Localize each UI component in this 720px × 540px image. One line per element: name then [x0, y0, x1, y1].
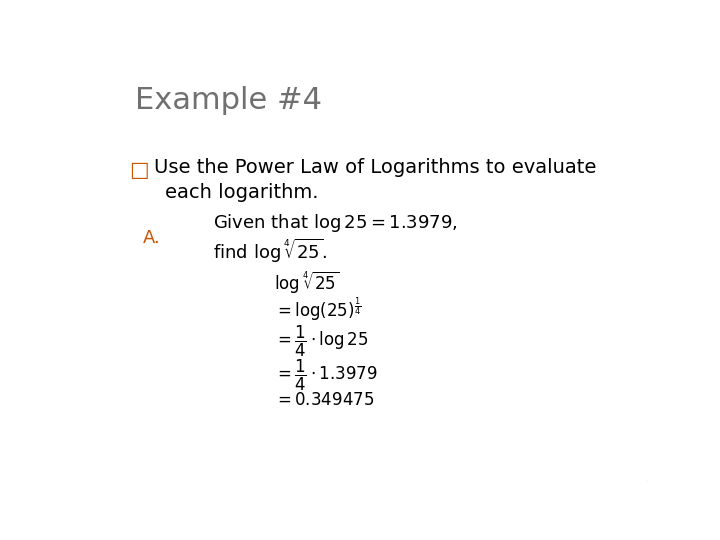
Text: $= \dfrac{1}{4} \cdot 1.3979$: $= \dfrac{1}{4} \cdot 1.3979$	[274, 358, 378, 393]
Text: each logarithm.: each logarithm.	[166, 183, 319, 202]
Text: Use the Power Law of Logarithms to evaluate: Use the Power Law of Logarithms to evalu…	[154, 158, 597, 177]
Text: $\log \sqrt[4]{25}$: $\log \sqrt[4]{25}$	[274, 268, 340, 294]
FancyBboxPatch shape	[87, 63, 651, 483]
Text: A.: A.	[143, 229, 161, 247]
Text: $= \dfrac{1}{4} \cdot \log 25$: $= \dfrac{1}{4} \cdot \log 25$	[274, 323, 369, 359]
Text: $\mathrm{Given\ that\ } \log 25 = 1.3979,$: $\mathrm{Given\ that\ } \log 25 = 1.3979…	[213, 212, 457, 234]
Text: Example #4: Example #4	[135, 85, 322, 114]
Text: $= \log(25)^{\frac{1}{4}}$: $= \log(25)^{\frac{1}{4}}$	[274, 295, 361, 323]
Text: $\mathrm{find\ } \log \sqrt[4]{25}.$: $\mathrm{find\ } \log \sqrt[4]{25}.$	[213, 238, 327, 266]
Text: □: □	[129, 160, 149, 180]
Text: $= 0.349475$: $= 0.349475$	[274, 391, 374, 409]
